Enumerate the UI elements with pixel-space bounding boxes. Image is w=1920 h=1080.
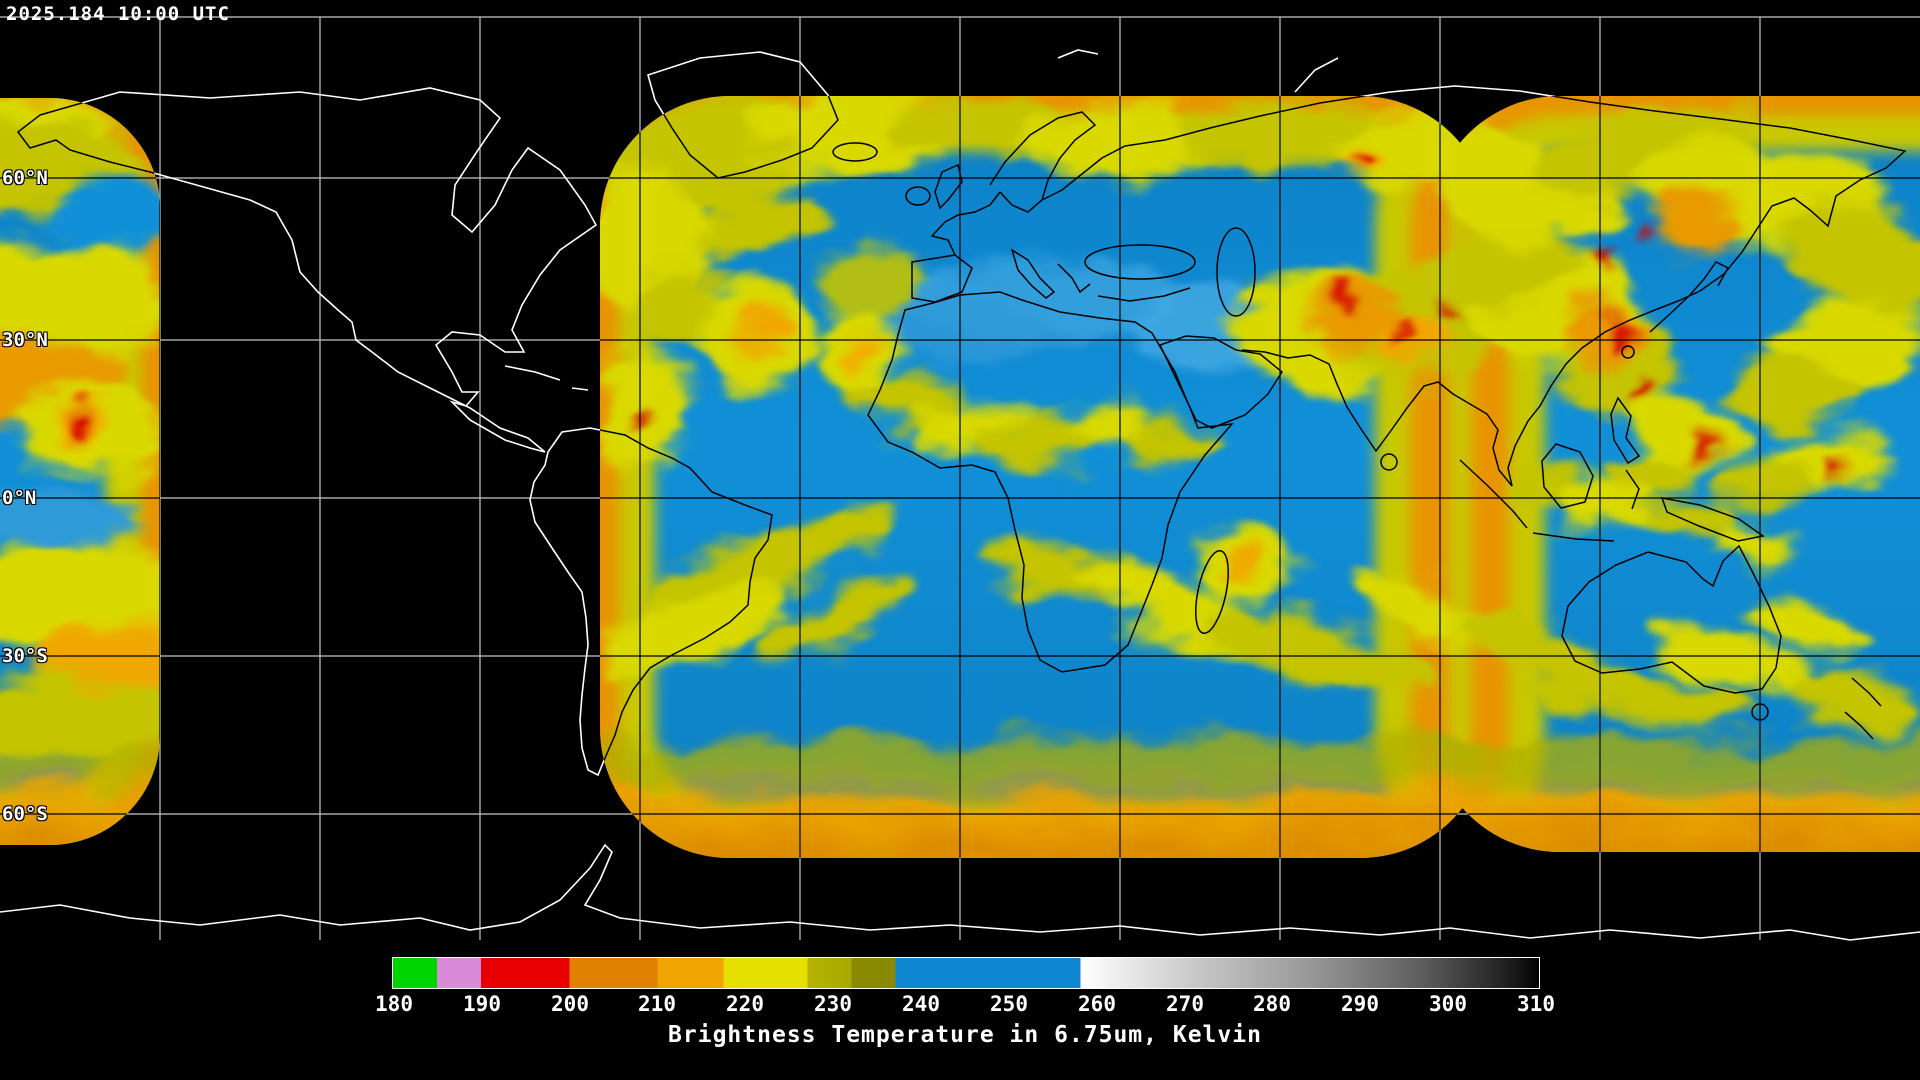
colorbar-tick: 280 bbox=[1253, 992, 1291, 1016]
lat-label-60n: 60°N bbox=[2, 167, 48, 189]
colorbar-tick: 290 bbox=[1341, 992, 1379, 1016]
colorbar-tick: 220 bbox=[726, 992, 764, 1016]
colorbar-tick: 250 bbox=[990, 992, 1028, 1016]
lat-label-30n: 30°N bbox=[2, 329, 48, 351]
colorbar-tick: 240 bbox=[902, 992, 940, 1016]
colorbar-caption: Brightness Temperature in 6.75um, Kelvin bbox=[668, 1022, 1262, 1048]
colorbar-tick: 270 bbox=[1166, 992, 1204, 1016]
timestamp: 2025.184 10:00 UTC bbox=[6, 3, 230, 25]
colorbar-tick: 310 bbox=[1517, 992, 1555, 1016]
lat-label-30s: 30°S bbox=[2, 645, 48, 667]
lat-label-0n: 0°N bbox=[2, 487, 37, 509]
colorbar-tick: 210 bbox=[638, 992, 676, 1016]
colorbar-tick: 180 bbox=[375, 992, 413, 1016]
lat-label-60s: 60°S bbox=[2, 803, 48, 825]
colorbar-tick: 230 bbox=[814, 992, 852, 1016]
cloud-field bbox=[0, 96, 1920, 858]
colorbar-tick: 260 bbox=[1078, 992, 1116, 1016]
colorbar-tick: 300 bbox=[1429, 992, 1467, 1016]
colorbar-tick: 190 bbox=[463, 992, 501, 1016]
colorbar-tick: 200 bbox=[551, 992, 589, 1016]
colorbar-gradient bbox=[392, 957, 1540, 989]
